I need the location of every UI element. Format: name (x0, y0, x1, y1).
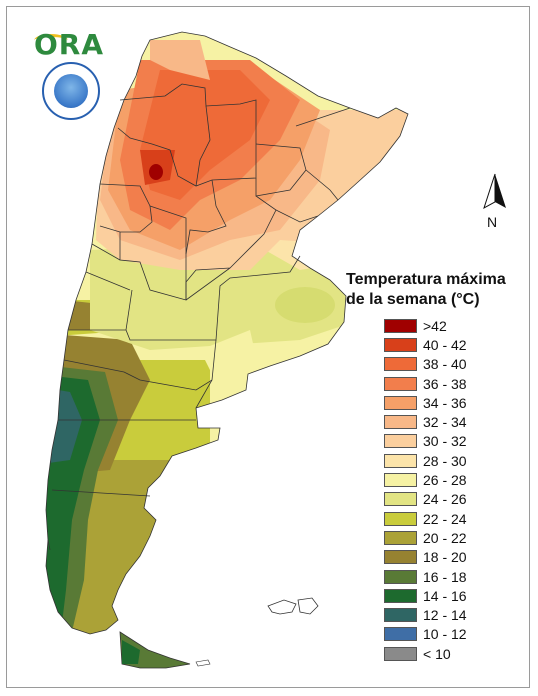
legend-label: >42 (423, 317, 447, 334)
legend-swatch (384, 376, 417, 391)
legend-swatch (384, 434, 417, 449)
legend-label: 10 - 12 (423, 626, 467, 643)
legend-row: 16 - 18 (384, 567, 467, 586)
legend-row: 12 - 14 (384, 605, 467, 624)
legend-label: 26 - 28 (423, 472, 467, 489)
logo-swoosh (34, 34, 68, 47)
legend-swatch (384, 588, 417, 603)
legend-row: 26 - 28 (384, 470, 467, 489)
legend-row: 30 - 32 (384, 432, 467, 451)
institution-seal-icon (42, 62, 100, 120)
legend-swatch (384, 550, 417, 565)
legend-title-line1: Temperatura máxima (346, 271, 506, 288)
legend-label: 22 - 24 (423, 510, 467, 527)
legend-label: 34 - 36 (423, 394, 467, 411)
legend-swatch (384, 415, 417, 430)
legend: >42 40 - 42 38 - 40 36 - 38 34 - 36 32 - 34 30… (384, 316, 467, 663)
legend-label: 16 - 18 (423, 568, 467, 585)
legend-row: < 10 (384, 644, 467, 663)
legend-swatch (384, 453, 417, 468)
legend-row: 36 - 38 (384, 374, 467, 393)
legend-label: 38 - 40 (423, 356, 467, 373)
legend-row: 20 - 22 (384, 528, 467, 547)
legend-row: 24 - 26 (384, 490, 467, 509)
legend-label: 24 - 26 (423, 491, 467, 508)
legend-swatch (384, 337, 417, 352)
legend-label: 40 - 42 (423, 336, 467, 353)
north-arrow-icon (483, 173, 506, 210)
legend-label: 14 - 16 (423, 587, 467, 604)
legend-label: 28 - 30 (423, 452, 467, 469)
legend-label: 20 - 22 (423, 529, 467, 546)
legend-swatch (384, 608, 417, 623)
legend-label: < 10 (423, 645, 451, 662)
legend-row: >42 (384, 316, 467, 335)
legend-swatch (384, 318, 417, 333)
legend-row: 22 - 24 (384, 509, 467, 528)
legend-swatch (384, 492, 417, 507)
legend-label: 36 - 38 (423, 375, 467, 392)
legend-title: Temperatura máxima de la semana (°C) (346, 270, 506, 310)
legend-label: 30 - 32 (423, 433, 467, 450)
legend-row: 18 - 20 (384, 548, 467, 567)
north-label: N (487, 214, 498, 230)
legend-swatch (384, 569, 417, 584)
legend-swatch (384, 473, 417, 488)
legend-row: 10 - 12 (384, 625, 467, 644)
legend-row: 14 - 16 (384, 586, 467, 605)
legend-label: 18 - 20 (423, 549, 467, 566)
legend-swatch (384, 646, 417, 661)
legend-swatch (384, 357, 417, 372)
legend-title-line2: de la semana (°C) (346, 291, 480, 308)
legend-row: 34 - 36 (384, 393, 467, 412)
legend-row: 40 - 42 (384, 335, 467, 354)
legend-swatch (384, 511, 417, 526)
legend-swatch (384, 627, 417, 642)
legend-row: 32 - 34 (384, 412, 467, 431)
map-frame (6, 6, 530, 688)
legend-label: 32 - 34 (423, 414, 467, 431)
legend-swatch (384, 395, 417, 410)
legend-row: 28 - 30 (384, 451, 467, 470)
legend-swatch (384, 530, 417, 545)
ora-logo: ORA (34, 28, 105, 61)
legend-row: 38 - 40 (384, 355, 467, 374)
legend-label: 12 - 14 (423, 607, 467, 624)
